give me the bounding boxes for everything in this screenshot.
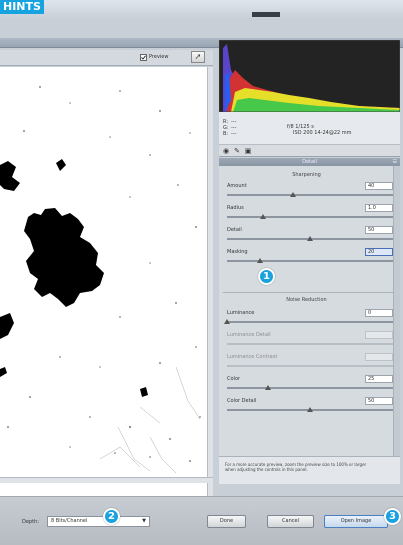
panel-title-text: Detail bbox=[302, 159, 317, 165]
camera-exposure-info: f/8 1/125 s bbox=[287, 124, 314, 130]
rgb-values: --- --- --- bbox=[231, 119, 236, 137]
rgb-labels: R: G: B: bbox=[223, 119, 229, 137]
panel-tab-strip: ◉ ✎ ▣ bbox=[219, 145, 400, 157]
callout-1: 1 bbox=[258, 268, 275, 285]
panel-menu-icon[interactable]: ☰ bbox=[392, 159, 397, 165]
section-divider bbox=[223, 292, 393, 293]
histogram bbox=[219, 40, 400, 112]
preview-horizontal-scrollbar[interactable] bbox=[0, 477, 213, 483]
color-slider-row: Color 25 bbox=[227, 375, 393, 395]
fullscreen-icon: ➚ bbox=[194, 52, 202, 61]
luminance-detail-label: Luminance Detail bbox=[227, 332, 271, 338]
radius-slider-thumb[interactable] bbox=[260, 214, 266, 219]
amount-label: Amount bbox=[227, 183, 247, 189]
luminance-contrast-track bbox=[227, 365, 393, 367]
chevron-down-icon: ▼ bbox=[142, 518, 146, 524]
luminance-contrast-input bbox=[365, 353, 393, 361]
preview-checkbox-label: Preview bbox=[149, 54, 169, 60]
window-toolbar-band bbox=[0, 38, 403, 48]
detail-input[interactable]: 50 bbox=[365, 226, 393, 234]
depth-label: Depth: bbox=[22, 519, 39, 525]
color-label: Color bbox=[227, 376, 241, 382]
done-button[interactable]: Done bbox=[207, 515, 246, 528]
camera-lens-info: ISO 200 14-24@22 mm bbox=[293, 130, 352, 136]
r-value: --- bbox=[231, 119, 237, 125]
detail-slider-thumb[interactable] bbox=[307, 236, 313, 241]
amount-slider-row: Amount 40 bbox=[227, 182, 393, 202]
color-track[interactable] bbox=[227, 387, 393, 389]
luminance-slider-thumb[interactable] bbox=[224, 319, 230, 324]
callout-3: 3 bbox=[384, 508, 401, 525]
masking-slider-row: Masking 20 bbox=[227, 248, 393, 268]
panel-hint-text: For a more accurate preview, zoom the pr… bbox=[225, 462, 367, 472]
open-image-button[interactable]: Open Image bbox=[324, 515, 388, 528]
check-icon bbox=[141, 55, 146, 60]
bottom-bar: Depth: 8 Bits/Channel ▼ Done Cancel Open… bbox=[0, 496, 403, 545]
color-detail-label: Color Detail bbox=[227, 398, 257, 404]
luminance-detail-input bbox=[365, 331, 393, 339]
r-label: R: bbox=[223, 119, 229, 125]
cancel-button[interactable]: Cancel bbox=[267, 515, 314, 528]
amount-track[interactable] bbox=[227, 194, 393, 196]
luminance-contrast-label: Luminance Contrast bbox=[227, 354, 278, 360]
luminance-detail-slider-row: Luminance Detail bbox=[227, 331, 393, 351]
masking-input[interactable]: 20 bbox=[365, 248, 393, 256]
radius-input[interactable]: 1.0 bbox=[365, 204, 393, 212]
noise-reduction-heading: Noise Reduction bbox=[286, 297, 327, 303]
preview-vertical-scrollbar[interactable] bbox=[207, 67, 213, 497]
masking-slider-thumb[interactable] bbox=[257, 258, 263, 263]
luminance-detail-track bbox=[227, 343, 393, 345]
depth-select[interactable]: 8 Bits/Channel ▼ bbox=[47, 516, 150, 527]
detail-panel: Sharpening Amount 40 Radius 1.0 Detail 5… bbox=[219, 166, 400, 456]
color-detail-input[interactable]: 50 bbox=[365, 397, 393, 405]
rgb-readout: R: G: B: --- --- --- f/8 1/125 s ISO 200… bbox=[219, 112, 400, 145]
color-detail-slider-thumb[interactable] bbox=[307, 407, 313, 412]
preview-checkbox[interactable] bbox=[140, 54, 147, 61]
preview-image[interactable] bbox=[0, 67, 207, 497]
histogram-graphic bbox=[219, 40, 400, 112]
fullscreen-button[interactable]: ➚ bbox=[191, 51, 205, 63]
panel-title: Detail ☰ bbox=[219, 158, 400, 166]
amount-input[interactable]: 40 bbox=[365, 182, 393, 190]
aperture-icon[interactable]: ◉ bbox=[222, 147, 230, 155]
detail-slider-row: Detail 50 bbox=[227, 226, 393, 246]
color-slider-thumb[interactable] bbox=[265, 385, 271, 390]
luminance-input[interactable]: 0 bbox=[365, 309, 393, 317]
amount-slider-thumb[interactable] bbox=[290, 192, 296, 197]
luminance-slider-row: Luminance 0 bbox=[224, 309, 393, 329]
b-value: --- bbox=[231, 131, 237, 137]
masking-preview-graphic bbox=[0, 67, 207, 477]
brush-icon[interactable]: ✎ bbox=[234, 147, 240, 155]
b-label: B: bbox=[223, 131, 229, 137]
top-indicator bbox=[252, 12, 280, 17]
callout-2: 2 bbox=[103, 508, 120, 525]
color-input[interactable]: 25 bbox=[365, 375, 393, 383]
depth-select-value: 8 Bits/Channel bbox=[51, 518, 88, 524]
sharpening-heading: Sharpening bbox=[292, 172, 321, 178]
hints-tag: HINTS bbox=[0, 0, 44, 14]
detail-label: Detail bbox=[227, 227, 242, 233]
luminance-track[interactable] bbox=[227, 321, 393, 323]
color-detail-slider-row: Color Detail 50 bbox=[227, 397, 393, 417]
radius-slider-row: Radius 1.0 bbox=[227, 204, 393, 224]
radius-track[interactable] bbox=[227, 216, 393, 218]
g-label: G: bbox=[223, 125, 229, 131]
panel-hint: For a more accurate preview, zoom the pr… bbox=[219, 456, 400, 484]
masking-label: Masking bbox=[227, 249, 248, 255]
luminance-label: Luminance bbox=[227, 310, 255, 316]
title-strip: HINTS bbox=[0, 0, 403, 20]
radius-label: Radius bbox=[227, 205, 244, 211]
crop-icon[interactable]: ▣ bbox=[244, 147, 252, 155]
luminance-contrast-slider-row: Luminance Contrast bbox=[227, 353, 393, 373]
g-value: --- bbox=[231, 125, 237, 131]
preview-header bbox=[0, 50, 213, 66]
masking-track[interactable] bbox=[227, 260, 393, 262]
panel-scrollbar[interactable] bbox=[393, 166, 400, 456]
